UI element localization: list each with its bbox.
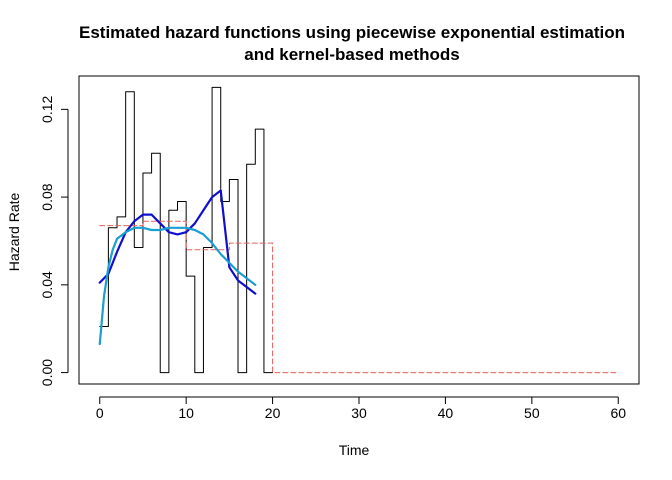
y-tick-label: 0.00 (39, 359, 55, 386)
chart-title-line-2: and kernel-based methods (244, 45, 459, 64)
y-tick-label: 0.04 (39, 271, 55, 298)
chart-title-line-1: Estimated hazard functions using piecewi… (79, 23, 625, 42)
plot-frame (78, 75, 640, 385)
x-tick-label: 40 (438, 405, 454, 421)
series-layer (98, 86, 619, 374)
x-tick-label: 10 (178, 405, 194, 421)
x-axis-label: Time (339, 442, 370, 458)
y-tick-label: 0.08 (39, 183, 55, 210)
x-tick-label: 30 (351, 405, 367, 421)
y-axis: 0.00 0.04 0.08 0.12 (39, 96, 69, 386)
y-axis-label: Hazard Rate (6, 192, 22, 271)
series-4-path (98, 226, 257, 346)
x-tick-label: 0 (96, 405, 104, 421)
x-tick-label: 20 (265, 405, 281, 421)
x-axis: 0 10 20 30 40 50 60 (96, 396, 626, 421)
x-tick-label: 60 (610, 405, 626, 421)
series-2-path (99, 220, 619, 374)
y-tick-label: 0.12 (39, 96, 55, 123)
x-tick-label: 50 (524, 405, 540, 421)
